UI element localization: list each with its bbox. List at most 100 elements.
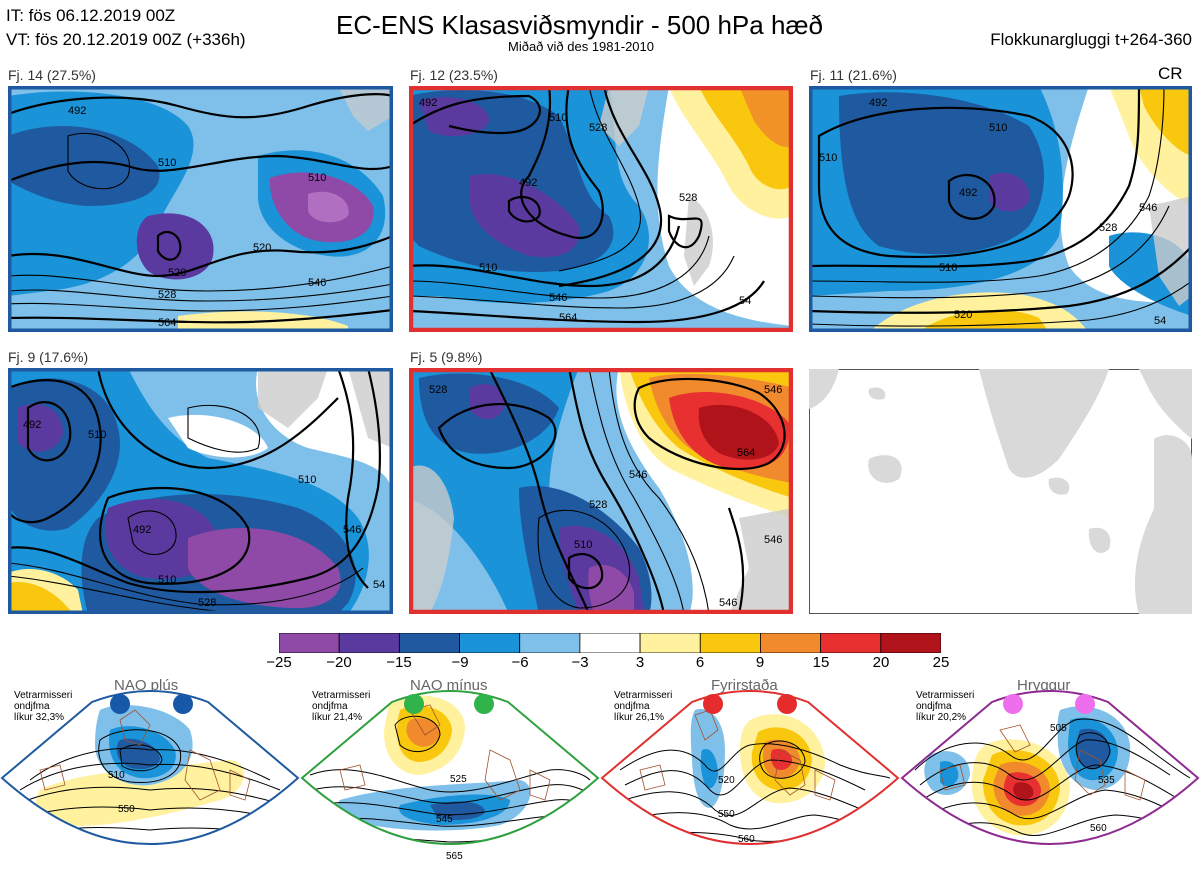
contour-label: 492 (869, 97, 887, 109)
contour-label: 510 (819, 152, 837, 164)
colorbar-tick: −20 (326, 654, 352, 671)
contour-label: 510 (308, 172, 326, 184)
panel-label-3: Fj. 11 (21.6%) (810, 67, 897, 83)
colorbar-swatch (880, 632, 942, 654)
contour-label: 560 (1090, 823, 1107, 834)
colorbar-swatch (820, 632, 882, 654)
contour-label: 520 (718, 775, 735, 786)
contour-label: 550 (718, 809, 735, 820)
contour-label: 510 (158, 574, 176, 586)
contour-label: 492 (959, 187, 977, 199)
colorbar-tick: −15 (386, 654, 412, 671)
colorbar-swatches (278, 632, 942, 654)
contour-label: 546 (764, 534, 782, 546)
regime-note: Vetrarmisseri ondjfma líkur 20,2% (916, 690, 975, 723)
reference-map (809, 369, 1192, 614)
contour-label: 510 (574, 539, 592, 551)
colorbar-tick: 3 (635, 654, 645, 671)
contour-label: 546 (549, 292, 567, 304)
land-greenland (338, 86, 393, 131)
contour-label: 492 (519, 177, 537, 189)
colorbar-swatch (278, 632, 340, 654)
contour-label: 546 (764, 384, 782, 396)
contour-label: 492 (133, 524, 151, 536)
contour-label: 565 (446, 851, 463, 862)
contour-label: 520 (253, 242, 271, 254)
regime-map-nao-plus: 510 550 (0, 690, 300, 871)
colorbar-swatch (519, 632, 581, 654)
contour-label: 528 (589, 122, 607, 134)
colorbar-swatch (338, 632, 400, 654)
regime-note: Vetrarmisseri ondjfma líkur 32,3% (14, 690, 73, 723)
regime-map-nao-minus: 525 545 565 (300, 690, 600, 871)
cluster-frame (8, 86, 393, 332)
contour-label: 510 (989, 122, 1007, 134)
panel-label-1: Fj. 14 (27.5%) (8, 67, 96, 83)
contour-label: 525 (450, 774, 467, 785)
regime-title-blocking: Fyrirstaða (711, 677, 778, 694)
colorbar-tick: 20 (872, 654, 890, 671)
cluster-frame (409, 368, 793, 614)
contour-label: 528 (589, 499, 607, 511)
regime-map-ridge: 505 535 560 (900, 690, 1200, 871)
regime-note: Vetrarmisseri ondjfma líkur 26,1% (614, 690, 673, 723)
contour-label: 528 (198, 597, 216, 609)
anomaly-dark-blue (8, 126, 160, 206)
panel-label-2: Fj. 12 (23.5%) (410, 67, 498, 83)
regime-dot (474, 694, 494, 714)
colorbar-tick: 9 (755, 654, 765, 671)
regime-title-nao-minus: NAO mínus (410, 677, 488, 694)
contour-label: 510 (479, 262, 497, 274)
contour-label: 564 (158, 317, 176, 329)
colorbar-labels: −25 −20 −15 −9 −6 −3 3 6 9 15 20 25 (266, 654, 949, 676)
contour-label: 528 (679, 192, 697, 204)
contour-label: 546 (1139, 202, 1157, 214)
initial-time: IT: fös 06.12.2019 00Z (6, 6, 176, 25)
contour-label: 510 (108, 770, 125, 781)
anomaly-light-purple (308, 191, 349, 223)
panel-label-4: Fj. 9 (17.6%) (8, 349, 89, 365)
cluster-frame (8, 368, 393, 614)
regime-note: Vetrarmisseri ondjfma líkur 21,4% (312, 690, 371, 723)
cluster-map-5: 528 546 546 564 528 510 546 546 (409, 368, 793, 614)
colorbar-swatch (459, 632, 521, 654)
contour-label: 505 (1050, 723, 1067, 734)
regime-dot (777, 694, 797, 714)
regime-title-nao-plus: NAO plús (114, 677, 179, 694)
colorbar-swatch (639, 632, 701, 654)
regime-dot (1075, 694, 1095, 714)
contour-label: 564 (559, 312, 577, 324)
cluster-frame (809, 86, 1192, 332)
regime-code: CR (1158, 64, 1183, 83)
regime-dot (110, 694, 130, 714)
cluster-map-3: 492 510 510 492 528 546 510 520 54 (809, 86, 1192, 332)
panel-label-5: Fj. 5 (9.8%) (410, 349, 483, 365)
contour-label: 535 (1098, 775, 1115, 786)
colorbar-tick: 25 (932, 654, 950, 671)
cluster-map-1: 492 510 510 520 520 528 546 564 (8, 86, 393, 332)
contour-label: 520 (168, 267, 186, 279)
regime-dot (404, 694, 424, 714)
contour-label: 492 (68, 105, 86, 117)
colorbar-tick: 15 (812, 654, 830, 671)
regime-title-ridge: Hryggur (1017, 677, 1071, 694)
page-title: EC-ENS Klasasviðsmyndir - 500 hPa hæð (336, 10, 823, 40)
contour-label: 54 (373, 579, 385, 591)
classification-window: Flokkunargluggi t+264-360 (990, 30, 1192, 49)
cluster-map-2: 492 510 528 492 528 510 546 564 54 (409, 86, 793, 332)
contour-label: 54 (1154, 315, 1166, 327)
contour-label: 520 (954, 309, 972, 321)
colorbar-swatch (760, 632, 822, 654)
contour-label: 546 (343, 524, 361, 536)
contour-label: 528 (1099, 222, 1117, 234)
cluster-frame (409, 86, 793, 332)
contour-label: 528 (158, 289, 176, 301)
contour-label: 510 (88, 429, 106, 441)
valid-time: VT: fös 20.12.2019 00Z (+336h) (6, 30, 246, 49)
colorbar-tick: −25 (266, 654, 292, 671)
cluster-map-4: 492 510 510 492 510 528 546 54 (8, 368, 393, 614)
colorbar (278, 632, 942, 654)
contour-label: 546 (719, 597, 737, 609)
colorbar-tick: 6 (695, 654, 705, 671)
contour-label: 510 (298, 474, 316, 486)
